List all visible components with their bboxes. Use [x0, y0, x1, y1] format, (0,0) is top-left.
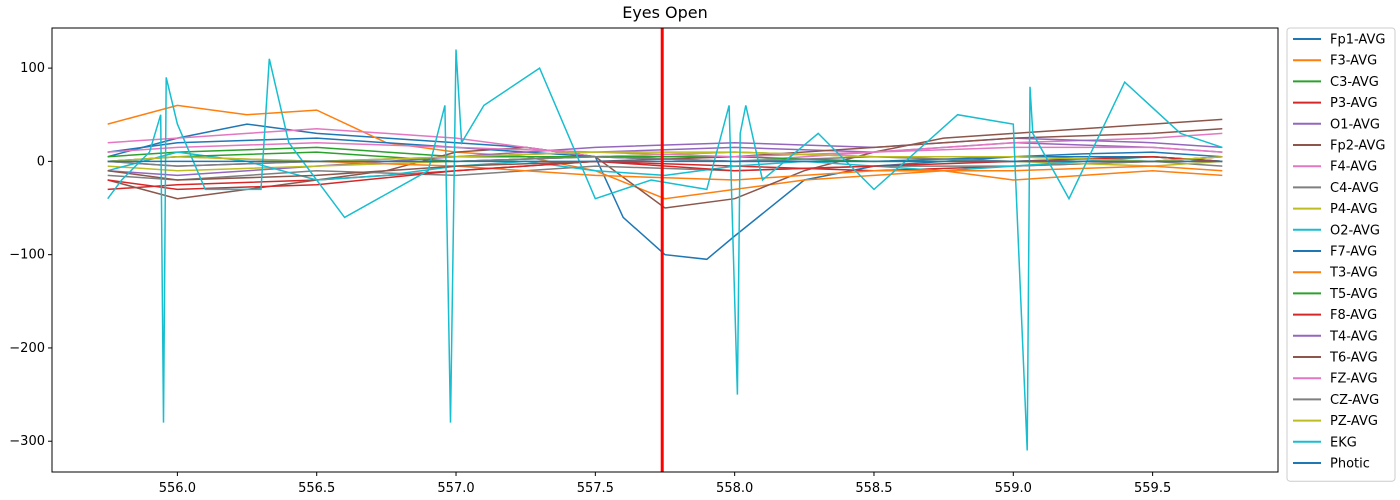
legend-label: T3-AVG [1329, 266, 1378, 281]
x-tick-label: 559.5 [1134, 481, 1171, 496]
legend-label: F8-AVG [1330, 308, 1377, 323]
y-tick-label: −200 [9, 341, 45, 356]
y-tick-label: 0 [37, 154, 45, 169]
series-line-19 [107, 49, 1223, 451]
x-tick-label: 559.0 [995, 481, 1032, 496]
legend: Fp1-AVG F3-AVG C3-AVG P3-AVG O1-AVG Fp2-AVG F4… [1286, 27, 1396, 482]
legend-label: T5-AVG [1329, 287, 1378, 302]
plot-frame [51, 27, 1279, 473]
legend-label: T4-AVG [1329, 329, 1378, 344]
y-tick-label: 100 [20, 61, 45, 76]
series-line-9 [107, 151, 1223, 181]
series-line-18 [107, 151, 1223, 163]
legend-label: Fp2-AVG [1330, 139, 1385, 154]
legend-label: C4-AVG [1330, 181, 1379, 196]
series-line-1 [107, 104, 1223, 200]
legend-label: P4-AVG [1330, 202, 1378, 217]
x-tick-label: 557.5 [577, 481, 614, 496]
series-line-4 [107, 141, 1223, 177]
x-tick-label: 556.0 [159, 481, 196, 496]
legend-label: EKG [1330, 435, 1357, 450]
legend-label: Fp1-AVG [1330, 33, 1385, 48]
x-tick-label: 556.5 [298, 481, 335, 496]
y-axis: 100 0 −100 −200 −300 [9, 61, 52, 449]
chart-title: Eyes Open [622, 3, 708, 22]
legend-label: F4-AVG [1330, 160, 1377, 175]
y-tick-label: −300 [9, 434, 45, 449]
legend-label: CZ-AVG [1330, 393, 1379, 408]
legend-label: P3-AVG [1330, 96, 1378, 111]
legend-label: F7-AVG [1330, 245, 1377, 260]
legend-label: C3-AVG [1330, 75, 1379, 90]
legend-label: Photic [1330, 457, 1370, 472]
x-axis: 556.0 556.5 557.0 557.5 558.0 558.5 559.0 559.5 [159, 472, 1171, 496]
series-layer [107, 49, 1223, 451]
series-line-5 [107, 118, 1223, 209]
x-tick-label: 557.0 [437, 481, 474, 496]
legend-label: F3-AVG [1330, 54, 1377, 69]
series-line-16 [107, 141, 1223, 158]
legend-label: O1-AVG [1330, 117, 1380, 132]
legend-label: FZ-AVG [1330, 372, 1378, 387]
x-tick-label: 558.5 [855, 481, 892, 496]
legend-label: O2-AVG [1330, 223, 1380, 238]
legend-label: T6-AVG [1329, 351, 1378, 366]
legend-box [1286, 27, 1396, 482]
x-tick-label: 558.0 [716, 481, 753, 496]
series-line-6 [107, 127, 1223, 163]
y-tick-label: −100 [9, 248, 45, 263]
legend-label: PZ-AVG [1330, 414, 1378, 429]
